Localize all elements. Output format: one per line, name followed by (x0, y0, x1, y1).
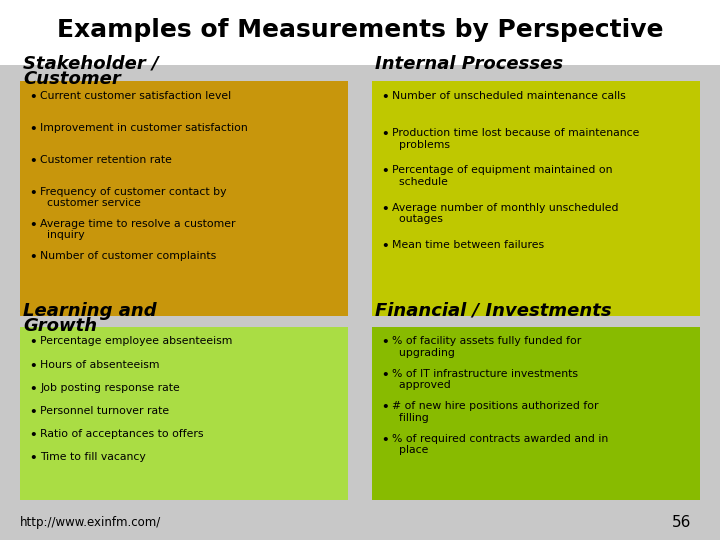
Text: Frequency of customer contact by
  customer service: Frequency of customer contact by custome… (40, 187, 227, 208)
Text: •: • (29, 251, 37, 264)
Text: Mean time between failures: Mean time between failures (392, 240, 544, 250)
Text: Production time lost because of maintenance
  problems: Production time lost because of maintena… (392, 128, 640, 150)
Text: •: • (29, 406, 37, 419)
Text: •: • (29, 452, 37, 465)
FancyBboxPatch shape (372, 327, 700, 500)
Text: % of required contracts awarded and in
  place: % of required contracts awarded and in p… (392, 434, 608, 455)
Text: Financial / Investments: Financial / Investments (375, 302, 612, 320)
Text: •: • (29, 155, 37, 168)
Text: •: • (381, 203, 389, 216)
Text: Customer retention rate: Customer retention rate (40, 155, 172, 165)
Text: Current customer satisfaction level: Current customer satisfaction level (40, 91, 231, 101)
Text: # of new hire positions authorized for
  filling: # of new hire positions authorized for f… (392, 401, 599, 423)
Text: http://www.exinfm.com/: http://www.exinfm.com/ (20, 516, 161, 529)
Text: Stakeholder /: Stakeholder / (23, 55, 158, 73)
FancyBboxPatch shape (0, 65, 720, 540)
Text: •: • (29, 187, 37, 200)
Text: % of IT infrastructure investments
  approved: % of IT infrastructure investments appro… (392, 369, 578, 390)
Text: •: • (29, 91, 37, 104)
FancyBboxPatch shape (20, 327, 348, 500)
Text: •: • (29, 429, 37, 442)
Text: Customer: Customer (23, 70, 121, 88)
Text: Number of unscheduled maintenance calls: Number of unscheduled maintenance calls (392, 91, 626, 101)
Text: Ratio of acceptances to offers: Ratio of acceptances to offers (40, 429, 204, 439)
Text: Time to fill vacancy: Time to fill vacancy (40, 452, 146, 462)
Text: •: • (29, 383, 37, 396)
Text: •: • (29, 219, 37, 232)
Text: Personnel turnover rate: Personnel turnover rate (40, 406, 169, 416)
Text: Learning and: Learning and (23, 302, 157, 320)
Text: Number of customer complaints: Number of customer complaints (40, 251, 217, 261)
Text: •: • (381, 401, 389, 414)
Text: •: • (381, 240, 389, 253)
Text: Growth: Growth (23, 317, 97, 335)
Text: Examples of Measurements by Perspective: Examples of Measurements by Perspective (57, 18, 663, 42)
Text: Job posting response rate: Job posting response rate (40, 383, 180, 393)
Text: Percentage of equipment maintained on
  schedule: Percentage of equipment maintained on sc… (392, 165, 613, 187)
FancyBboxPatch shape (20, 81, 348, 316)
Text: •: • (381, 165, 389, 178)
Text: Average time to resolve a customer
  inquiry: Average time to resolve a customer inqui… (40, 219, 236, 240)
Text: 56: 56 (672, 515, 691, 530)
Text: •: • (29, 336, 37, 349)
Text: Hours of absenteeism: Hours of absenteeism (40, 360, 160, 369)
FancyBboxPatch shape (372, 81, 700, 316)
Text: Improvement in customer satisfaction: Improvement in customer satisfaction (40, 123, 248, 133)
Text: •: • (381, 128, 389, 141)
Text: •: • (29, 123, 37, 136)
Text: •: • (381, 369, 389, 382)
Text: Average number of monthly unscheduled
  outages: Average number of monthly unscheduled ou… (392, 203, 619, 225)
Text: Internal Processes: Internal Processes (375, 55, 563, 73)
Text: % of facility assets fully funded for
  upgrading: % of facility assets fully funded for up… (392, 336, 582, 358)
Text: •: • (381, 434, 389, 447)
Text: •: • (381, 336, 389, 349)
Text: •: • (29, 360, 37, 373)
Text: •: • (381, 91, 389, 104)
Text: Percentage employee absenteeism: Percentage employee absenteeism (40, 336, 233, 347)
